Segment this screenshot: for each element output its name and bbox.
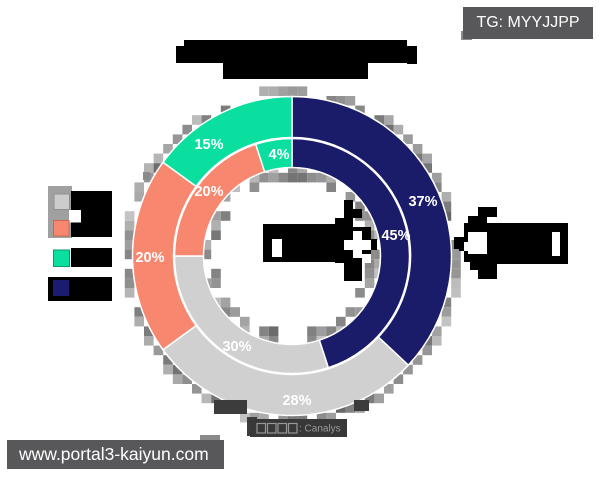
svg-text:37%: 37%: [408, 194, 437, 210]
svg-text:20%: 20%: [135, 250, 164, 266]
svg-text:20%: 20%: [194, 184, 223, 200]
svg-text:30%: 30%: [222, 339, 251, 355]
svg-text:4%: 4%: [269, 147, 290, 163]
svg-text:45%: 45%: [381, 228, 410, 244]
svg-text:28%: 28%: [282, 393, 311, 409]
svg-text:15%: 15%: [194, 137, 223, 153]
svg-text:: Canalys: : Canalys: [299, 424, 341, 435]
